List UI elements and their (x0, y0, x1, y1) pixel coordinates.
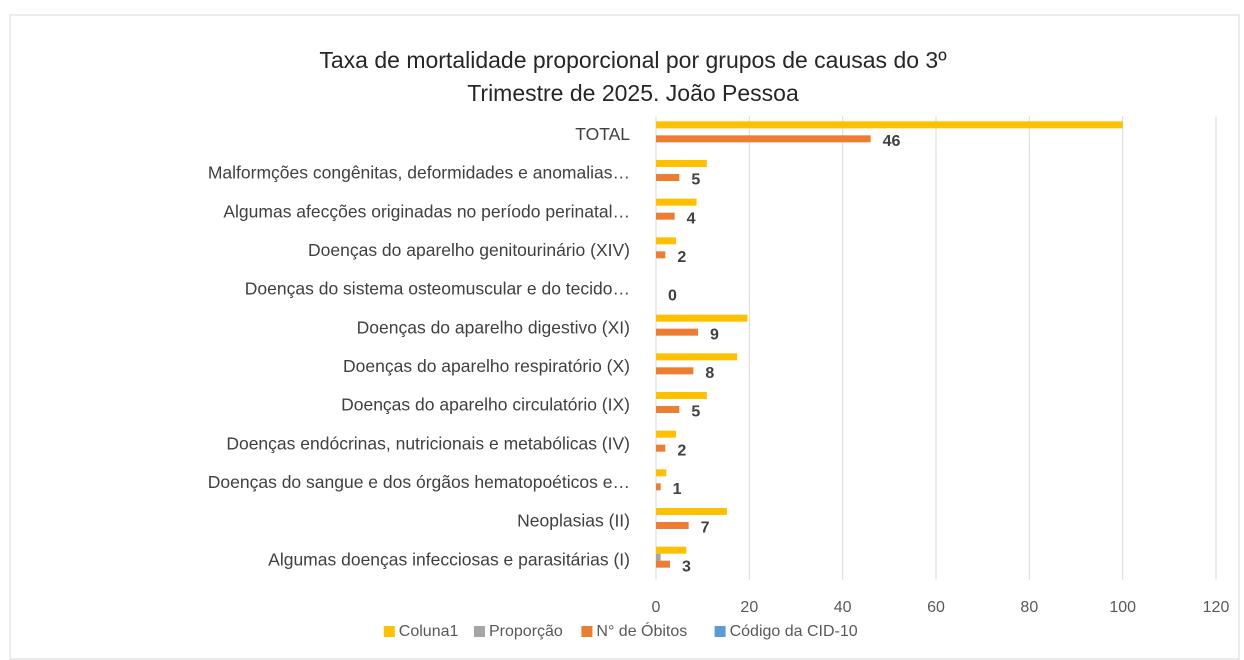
x-tick-label: 60 (927, 599, 945, 616)
data-label: 9 (710, 326, 719, 343)
chart-title: Taxa de mortalidade proporcional por gru… (319, 47, 947, 73)
legend-swatch (581, 626, 593, 637)
bar (656, 174, 680, 181)
y-tick-label: Doenças endócrinas, nutricionais e metab… (226, 433, 630, 453)
bar (656, 469, 667, 477)
bar (656, 251, 666, 259)
data-label: 5 (691, 172, 700, 189)
y-tick-label: Doenças do sistema osteomuscular e do te… (245, 279, 630, 299)
bar (656, 160, 707, 167)
y-tick-label: Doenças do aparelho genitourinário (XIV) (308, 240, 630, 260)
data-label: 46 (883, 133, 901, 150)
bar (656, 508, 727, 515)
bar (656, 553, 661, 561)
y-tick-label: Algumas doenças infecciosas e parasitári… (268, 549, 630, 569)
bar (656, 328, 698, 336)
legend-label: Coluna1 (399, 623, 459, 640)
x-tick-label: 20 (740, 599, 758, 616)
y-tick-label: Neoplasias (II) (517, 511, 630, 531)
data-label: 3 (682, 558, 691, 575)
bar (656, 430, 677, 438)
data-label: 2 (677, 442, 686, 459)
legend-swatch (714, 626, 726, 637)
bar (656, 314, 748, 322)
bar (656, 121, 1123, 129)
bar (656, 198, 697, 206)
bar (656, 353, 738, 361)
x-tick-label: 120 (1203, 599, 1230, 616)
y-tick-label: Algumas afecções originadas no período p… (223, 201, 630, 221)
bar (656, 522, 689, 529)
bar (656, 406, 680, 413)
legend-swatch (474, 626, 485, 637)
x-tick-label: 100 (1109, 599, 1136, 616)
bar (656, 392, 707, 399)
data-label: 7 (701, 520, 710, 537)
x-tick-label: 0 (652, 599, 661, 616)
x-tick-label: 40 (834, 599, 852, 616)
y-tick-label: Doenças do aparelho respiratório (X) (343, 356, 630, 376)
y-tick-label: Doenças do aparelho circulatório (IX) (341, 395, 630, 415)
data-label: 5 (691, 404, 700, 421)
y-tick-label: Doenças do sangue e dos órgãos hematopoé… (208, 472, 630, 492)
legend-label: Código da CID-10 (730, 623, 858, 640)
data-label: 2 (677, 249, 686, 266)
legend-label: N° de Óbitos (596, 621, 687, 640)
y-tick-label: TOTAL (575, 124, 630, 144)
data-label: 8 (705, 365, 714, 382)
bar (656, 135, 871, 143)
bar (656, 483, 661, 491)
y-tick-label: Malformções congênitas, deformidades e a… (208, 163, 630, 183)
data-label: 0 (668, 288, 677, 305)
bar (656, 546, 687, 554)
bar (656, 444, 666, 452)
x-tick-label: 80 (1020, 599, 1038, 616)
bar (656, 367, 694, 375)
bar (656, 560, 670, 568)
y-tick-label: Doenças do aparelho digestivo (XI) (357, 317, 630, 337)
bar (656, 212, 675, 220)
legend-swatch (383, 626, 395, 637)
data-label: 4 (687, 210, 696, 227)
bar (656, 237, 677, 245)
data-label: 1 (673, 481, 682, 498)
chart-title: Trimestre de 2025. João Pessoa (467, 80, 799, 106)
legend-label: Proporção (489, 623, 563, 640)
